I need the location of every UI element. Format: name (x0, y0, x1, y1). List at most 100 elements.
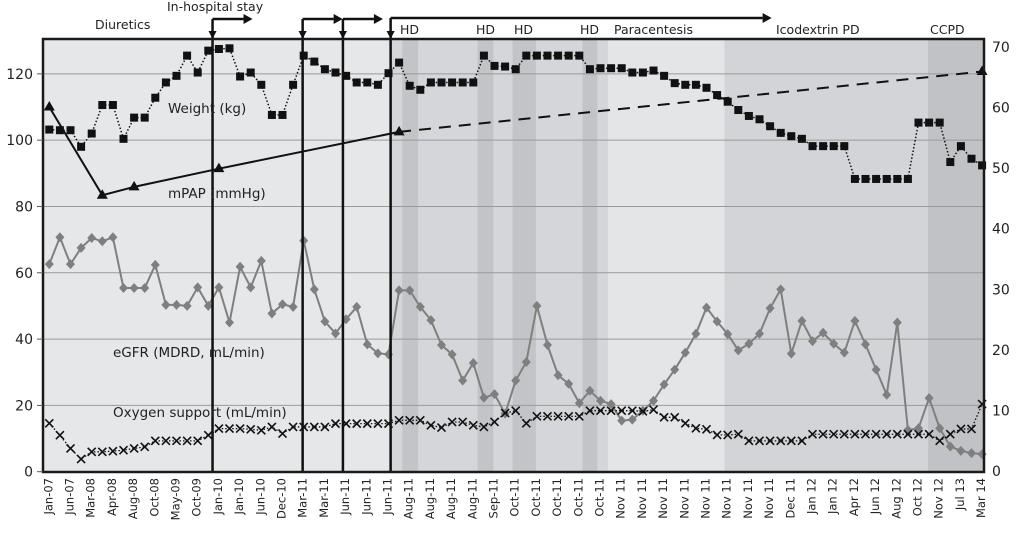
weight-point (405, 81, 414, 90)
oxygen-point (839, 429, 849, 439)
period-label-paracentesis: Paracentesis (614, 22, 693, 37)
period-band-hd (477, 39, 494, 472)
weight-point (416, 85, 425, 94)
weight-point (649, 66, 658, 75)
x-axis-tick-label: Jan-10 (211, 478, 225, 516)
left-axis-tick-label: 80 (15, 199, 33, 215)
egfr-point (797, 315, 807, 326)
x-axis-tick-label: Oct-11 (508, 478, 522, 517)
oxygen-point (595, 406, 606, 416)
period-band-hd (512, 39, 536, 472)
egfr-point (596, 395, 605, 406)
egfr-point (967, 448, 976, 459)
oxygen-point (542, 411, 553, 421)
weight-point (511, 65, 520, 74)
egfr-point (691, 328, 701, 339)
x-axis-tick-label: Oct-08 (147, 478, 161, 517)
oxygen-point (701, 424, 712, 434)
egfr-point (256, 255, 266, 266)
weight-point (850, 174, 859, 183)
oxygen-point (564, 411, 574, 421)
oxygen-point (500, 408, 510, 418)
weight-point (554, 51, 563, 60)
egfr-point (458, 375, 468, 386)
weight-point (681, 80, 690, 89)
oxygen-point (744, 436, 754, 446)
weight-point (903, 174, 912, 183)
oxygen-point (606, 406, 616, 416)
annotations: Weight (kg) mPAP (mmHg) eGFR (MDRD, mL/m… (95, 0, 965, 421)
egfr-point (447, 349, 457, 360)
event-lines (208, 13, 772, 472)
x-axis-tick-label: Dec-10 (275, 478, 289, 519)
oxygen-point (903, 429, 913, 439)
mpap-projected-line (398, 70, 983, 133)
weight-point (246, 68, 255, 77)
weight-point (320, 65, 329, 74)
oxygen-point (850, 429, 860, 439)
egfr-point (521, 356, 531, 367)
series-label-weight: Weight (kg) (168, 101, 246, 117)
egfr-point (511, 375, 521, 386)
weight-point (522, 51, 531, 60)
x-axis-tick-label: Mar-11 (317, 478, 331, 518)
egfr-point (712, 316, 722, 327)
egfr-point (723, 329, 733, 340)
egfr-point (850, 315, 860, 326)
mpap-point (393, 125, 405, 136)
weight-point (395, 58, 404, 67)
egfr-point (755, 328, 764, 339)
series-layer (43, 44, 988, 464)
axes: 0 20 40 60 80 100 120 0 10 20 30 40 50 60 70 Jan-07 Jun-… (6, 40, 1010, 520)
egfr-point (649, 395, 658, 406)
period-label-hd-3: HD (514, 22, 533, 37)
x-axis-tick-label: Aug-11 (423, 478, 437, 519)
weight-point (638, 68, 647, 77)
weight-point (161, 78, 170, 87)
oxygen-point (521, 418, 531, 428)
series-label-egfr: eGFR (MDRD, mL/min) (113, 345, 265, 361)
egfr-point (680, 347, 690, 358)
weight-point (702, 83, 711, 92)
oxygen-point (648, 405, 659, 415)
oxygen-point (436, 423, 447, 433)
oxygen-point (309, 422, 319, 432)
weight-point (490, 61, 499, 70)
oxygen-point (892, 429, 902, 439)
oxygen-point (585, 406, 595, 416)
oxygen-point (489, 417, 500, 427)
egfr-point (543, 340, 552, 351)
oxygen-point (723, 430, 733, 440)
oxygen-point (691, 423, 701, 433)
oxygen-point (55, 430, 65, 440)
oxygen-point (659, 412, 669, 422)
egfr-point (394, 285, 404, 296)
oxygen-point (44, 418, 54, 428)
egfr-point (66, 259, 75, 270)
oxygen-point (797, 436, 807, 446)
egfr-point (659, 379, 669, 390)
oxygen-point (468, 420, 478, 430)
weight-point (585, 65, 594, 74)
x-axis-tick-label: Nov 11 (656, 478, 670, 519)
oxygen-line (48, 403, 983, 460)
egfr-point (956, 445, 966, 456)
egfr-point (564, 378, 574, 389)
x-axis-tick-label: Jan-10 (232, 478, 246, 516)
egfr-point (55, 232, 65, 243)
mpap-point (128, 180, 140, 191)
egfr-point (892, 317, 902, 328)
weight-point (670, 79, 679, 88)
egfr-point (203, 300, 213, 311)
weight-point (236, 72, 245, 81)
x-axis-tick-label: Mar 14 (974, 478, 988, 518)
oxygen-point (871, 429, 881, 439)
oxygen-point (945, 429, 955, 439)
egfr-point (373, 348, 383, 359)
x-axis-tick-label: Jan 12 (805, 478, 819, 515)
x-axis-tick-label: Oct-11 (550, 478, 564, 517)
oxygen-point (860, 429, 871, 439)
oxygen-point (330, 419, 341, 429)
period-label-ccpd: CCPD (930, 22, 965, 37)
